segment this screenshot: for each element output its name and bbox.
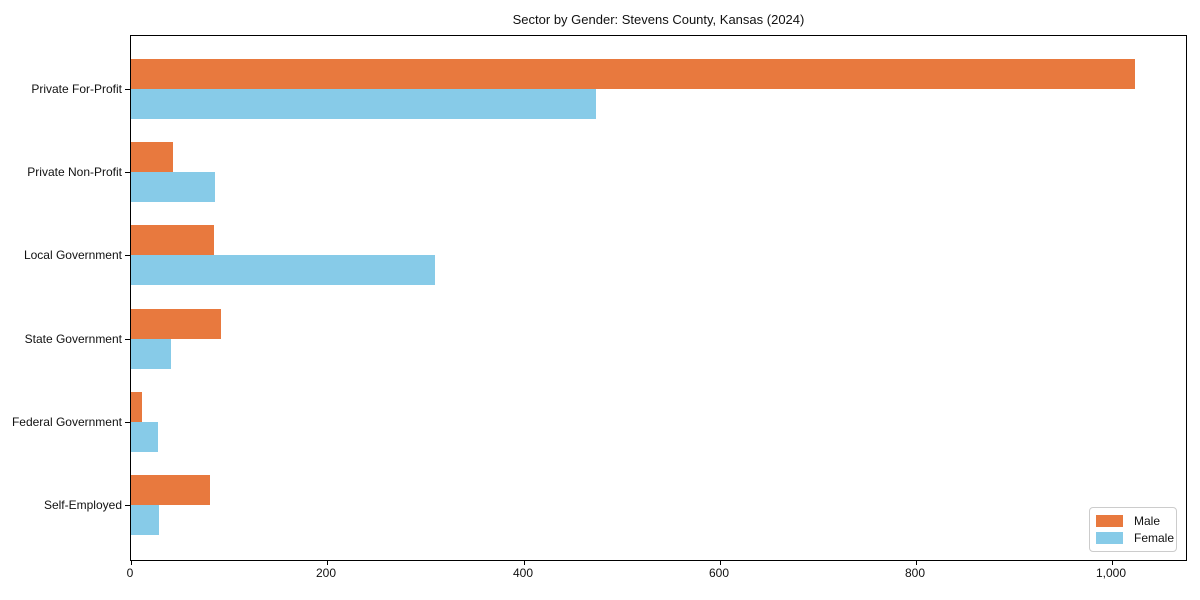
- x-tick-label: 1,000: [1095, 566, 1127, 580]
- legend-label-male: Male: [1134, 514, 1161, 528]
- x-tick-mark: [1112, 560, 1113, 565]
- x-tick-mark: [327, 560, 328, 565]
- y-tick-label: Federal Government: [11, 415, 122, 429]
- y-tick-label: Local Government: [23, 248, 122, 262]
- bar-male-4: [131, 392, 142, 422]
- x-tick-mark: [720, 560, 721, 565]
- bar-male-2: [131, 225, 214, 255]
- bar-male-3: [131, 309, 221, 339]
- bar-male-1: [131, 142, 173, 172]
- bar-female-4: [131, 422, 158, 452]
- legend: Male Female: [1089, 507, 1177, 552]
- bar-male-0: [131, 59, 1135, 89]
- legend-entry-female: Female: [1096, 532, 1174, 544]
- bar-male-5: [131, 475, 210, 505]
- y-tick-mark: [125, 505, 130, 506]
- y-tick-label: Private For-Profit: [31, 82, 122, 96]
- legend-entry-male: Male: [1096, 515, 1168, 527]
- y-tick-mark: [125, 339, 130, 340]
- x-tick-label: 600: [708, 566, 730, 580]
- y-tick-mark: [125, 89, 130, 90]
- bar-female-5: [131, 505, 159, 535]
- y-tick-label: State Government: [24, 332, 122, 346]
- bar-female-3: [131, 339, 171, 369]
- y-tick-mark: [125, 255, 130, 256]
- x-tick-label: 0: [126, 566, 134, 580]
- y-tick-label: Private Non-Profit: [27, 165, 122, 179]
- bar-female-1: [131, 172, 215, 202]
- y-tick-label: Self-Employed: [43, 498, 122, 512]
- x-tick-label: 200: [315, 566, 337, 580]
- x-axis-labels: 0 200 400 600 800 1,000: [126, 566, 1187, 586]
- y-tick-mark: [125, 422, 130, 423]
- plot-area: [125, 35, 1187, 565]
- y-axis-labels: Private For-Profit Private Non-Profit Loca…: [0, 35, 122, 561]
- x-tick-mark: [524, 560, 525, 565]
- x-tick-mark: [131, 560, 132, 565]
- x-tick-mark: [916, 560, 917, 565]
- bar-female-2: [131, 255, 435, 285]
- legend-swatch-female: [1096, 532, 1123, 544]
- bar-female-0: [131, 89, 596, 119]
- x-tick-label: 800: [904, 566, 926, 580]
- legend-swatch-male: [1096, 515, 1123, 527]
- chart-title: Sector by Gender: Stevens County, Kansas…: [512, 12, 805, 27]
- legend-label-female: Female: [1134, 531, 1175, 545]
- y-tick-mark: [125, 172, 130, 173]
- x-tick-label: 400: [512, 566, 534, 580]
